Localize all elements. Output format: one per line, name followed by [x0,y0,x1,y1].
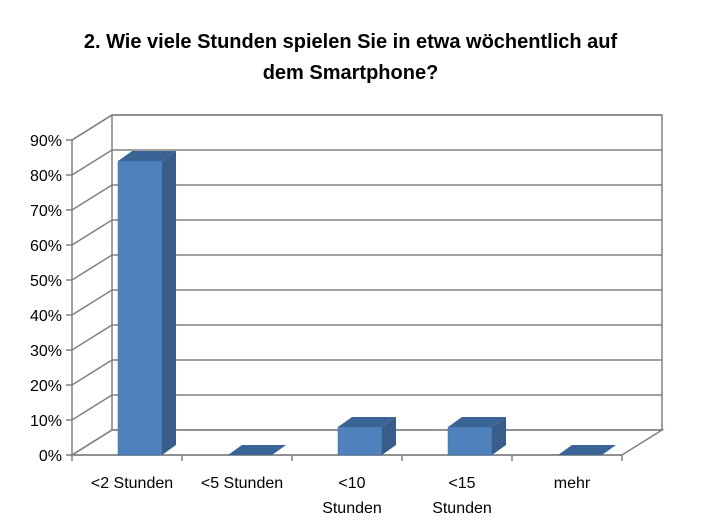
bar-top [118,151,176,161]
bar-side [492,417,506,455]
side-wall-line [71,289,113,316]
x-tick-label: Stunden [322,500,382,517]
side-wall-line [71,324,113,351]
bar-side [162,151,176,455]
y-tick-label: 70% [30,203,62,220]
y-tick-label: 0% [39,448,62,465]
x-tick-label: mehr [554,475,591,492]
y-tick-label: 80% [30,168,62,185]
x-tick-label: <15 [448,475,475,492]
y-tick-label: 90% [30,133,62,150]
bar-top [228,445,286,455]
x-tick-label: <2 Stunden [91,475,173,492]
side-wall-line [71,219,113,246]
bar-top [338,417,396,427]
y-tick-label: 30% [30,343,62,360]
side-wall-line [71,184,113,211]
y-axis-top-edge [71,114,113,141]
chart-title: 2. Wie viele Stunden spielen Sie in etwa… [40,27,661,89]
y-tick-label: 10% [30,413,62,430]
y-tick-label: 40% [30,308,62,325]
bar [117,160,163,456]
x-tick-label: <10 [338,475,365,492]
bar-side [382,417,396,455]
side-wall-line [71,149,113,176]
side-wall-line [71,359,113,386]
side-wall-line [71,254,113,281]
y-tick-label: 60% [30,238,62,255]
side-wall-line [71,394,113,421]
back-wall [111,114,663,431]
chart-title-line-1: 2. Wie viele Stunden spielen Sie in etwa… [83,31,618,53]
y-tick-label: 20% [30,378,62,395]
y-tick-label: 50% [30,273,62,290]
x-tick-label: Stunden [432,500,492,517]
chart-title-line-2: dem Smartphone? [262,62,439,84]
bar [337,426,383,456]
bar [447,426,493,456]
bar-top [558,445,616,455]
x-tick-label: <5 Stunden [201,475,283,492]
bar-top [448,417,506,427]
